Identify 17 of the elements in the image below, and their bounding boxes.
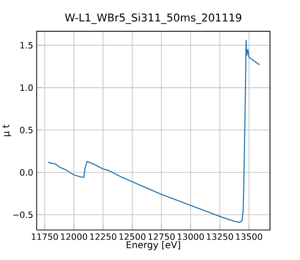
x-tick-label: 13250 [206,233,234,240]
y-tick-label: −0.5 [13,211,33,218]
y-tick-label: 1.5 [20,42,33,49]
x-tick-label: 11750 [32,233,58,240]
y-tick-label: 0.5 [20,126,33,134]
x-tick-label: 12500 [119,233,146,240]
y-axis-title: μ t [2,124,12,136]
x-axis-title: Energy [eV] [126,241,180,250]
chart-title: W-L1_WBr5_Si311_50ms_201119 [64,13,242,24]
y-tick-label: 0.0 [20,169,33,176]
x-tick-label: 13000 [178,233,204,240]
x-tick-label: 12750 [148,233,175,240]
x-tick-label: 13500 [236,233,262,240]
y-tick-label: 1.0 [20,84,33,91]
x-tick-label: 12000 [61,233,88,240]
x-tick-label: 12250 [90,233,116,240]
line-series [47,40,260,223]
